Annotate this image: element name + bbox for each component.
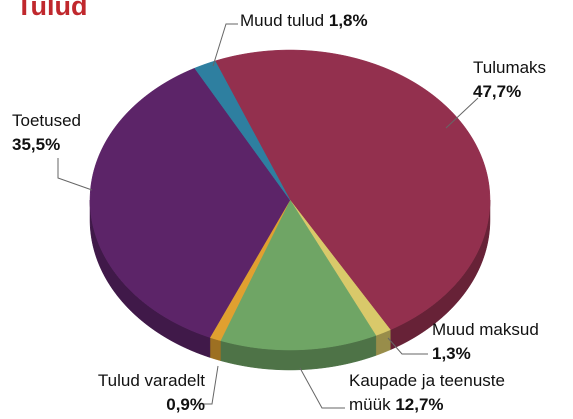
slice-label: Muud tulud 1,8% [240, 9, 368, 33]
label-name: Tulumaks [473, 58, 547, 77]
leader-line [57, 158, 93, 191]
label-name: Muud tulud [240, 11, 325, 30]
label-value: 35,5% [12, 135, 61, 154]
label-value: 47,7% [473, 82, 522, 101]
slice-label: Tulumaks 47,7% [473, 56, 546, 104]
pie-sides [89, 199, 491, 371]
label-name: Toetused [12, 111, 81, 130]
slice [214, 49, 491, 331]
label-value: 0,9% [166, 395, 205, 414]
slice [289, 199, 391, 336]
leader-line [212, 23, 238, 67]
leader-line [299, 367, 345, 409]
label-value: 1,3% [432, 344, 471, 363]
leaders [57, 23, 479, 409]
slice-label: Kaupade ja teenuste müük 12,7% [349, 369, 514, 417]
slice [89, 67, 291, 338]
chart-title: Tulud [16, 0, 88, 21]
label-value: 1,8% [328, 11, 368, 30]
label-name: Muud maksud [432, 320, 539, 339]
pie-tops [89, 49, 491, 351]
slice-label: Muud maksud 1,3% [432, 318, 539, 366]
slice-label: Toetused 35,5% [12, 109, 81, 157]
label-name: Kaupade ja teenuste müük [349, 371, 505, 414]
slice [220, 199, 377, 351]
slice-label: Tulud varadelt 0,9% [98, 369, 205, 417]
label-name: Tulud varadelt [97, 371, 205, 390]
leader-line [200, 365, 219, 405]
slice-side [209, 337, 221, 361]
leader-line [387, 337, 428, 355]
leader-line [445, 97, 479, 129]
label-value: 12,7% [395, 395, 444, 414]
